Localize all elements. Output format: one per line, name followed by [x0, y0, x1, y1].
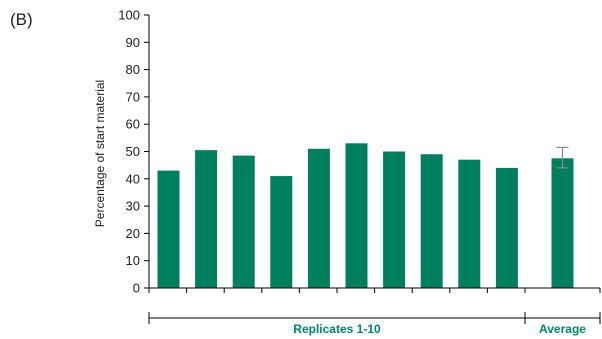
y-tick-label: 80 — [126, 62, 140, 77]
y-tick-label: 60 — [126, 117, 140, 132]
group-label: Replicates 1-10 — [293, 322, 381, 336]
y-tick-label: 100 — [118, 8, 140, 23]
bar-10 — [495, 167, 518, 288]
y-tick-label: 40 — [126, 171, 140, 186]
bar-7 — [383, 151, 406, 288]
bar-5 — [307, 148, 330, 288]
y-tick-label: 20 — [126, 226, 140, 241]
y-axis: 0 10 20 30 40 50 60 70 80 90 100 — [118, 8, 150, 296]
y-tick-label: 90 — [126, 35, 140, 50]
bar-3 — [232, 155, 255, 288]
bars — [157, 143, 574, 288]
x-axis — [148, 287, 601, 293]
bar-6 — [345, 143, 368, 288]
bar-1 — [157, 170, 180, 288]
bar-8 — [420, 154, 443, 288]
bar-average — [551, 158, 574, 288]
bar-2 — [195, 150, 218, 288]
y-tick-label: 50 — [126, 144, 140, 159]
category-groups: Replicates 1-10 Average — [148, 312, 601, 336]
bar-4 — [270, 176, 293, 288]
y-axis-title: Percentage of start material — [93, 80, 107, 227]
y-tick-label: 30 — [126, 199, 140, 214]
y-tick-label: 70 — [126, 89, 140, 104]
group-label: Average — [539, 322, 586, 336]
y-tick-label: 10 — [126, 253, 140, 268]
panel-label: (B) — [10, 10, 33, 29]
y-tick-label: 0 — [133, 281, 140, 296]
bar-9 — [458, 159, 481, 288]
